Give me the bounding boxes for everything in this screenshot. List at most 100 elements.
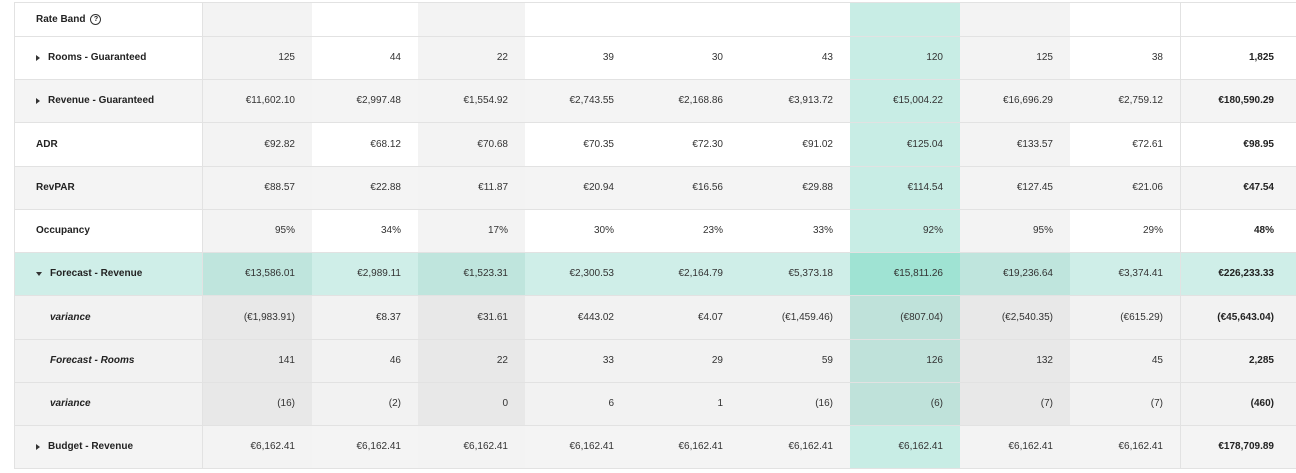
table-cell[interactable]: (16) xyxy=(202,382,312,425)
table-cell[interactable]: €70.35 xyxy=(525,122,631,166)
table-cell[interactable]: €29.88 xyxy=(740,166,850,209)
row-label[interactable]: Rooms - Guaranteed xyxy=(14,36,202,79)
table-cell[interactable]: 125 xyxy=(202,36,312,79)
table-cell[interactable]: €92.82 xyxy=(202,122,312,166)
table-cell[interactable]: 33% xyxy=(740,209,850,252)
caret-down-icon[interactable] xyxy=(36,271,42,276)
table-cell[interactable]: €6,162.41 xyxy=(850,425,960,468)
table-cell[interactable]: €72.61 xyxy=(1070,122,1180,166)
table-cell[interactable]: 39 xyxy=(525,36,631,79)
table-cell[interactable]: 22 xyxy=(418,339,525,382)
table-cell[interactable]: 120 xyxy=(850,36,960,79)
question-circle-icon[interactable]: ? xyxy=(90,13,102,25)
table-cell[interactable]: (6) xyxy=(850,382,960,425)
table-cell[interactable]: €11,602.10 xyxy=(202,79,312,122)
table-cell[interactable]: (7) xyxy=(1070,382,1180,425)
table-cell[interactable]: €443.02 xyxy=(525,295,631,339)
table-cell[interactable]: €8.37 xyxy=(312,295,418,339)
table-cell[interactable]: €6,162.41 xyxy=(525,425,631,468)
table-cell[interactable]: €6,162.41 xyxy=(202,425,312,468)
table-cell[interactable]: (€615.29) xyxy=(1070,295,1180,339)
table-cell[interactable]: €13,586.01 xyxy=(202,252,312,295)
table-cell[interactable]: €70.68 xyxy=(418,122,525,166)
table-cell[interactable]: 6 xyxy=(525,382,631,425)
table-cell[interactable]: 1 xyxy=(631,382,740,425)
table-cell[interactable]: €1,523.31 xyxy=(418,252,525,295)
table-cell[interactable]: €3,913.72 xyxy=(740,79,850,122)
row-label: RevPAR xyxy=(14,166,202,209)
table-cell[interactable]: €6,162.41 xyxy=(1070,425,1180,468)
table-cell[interactable]: 95% xyxy=(960,209,1070,252)
table-cell[interactable]: €3,374.41 xyxy=(1070,252,1180,295)
table-cell[interactable]: 95% xyxy=(202,209,312,252)
table-cell[interactable]: €2,168.86 xyxy=(631,79,740,122)
table-cell[interactable]: €2,759.12 xyxy=(1070,79,1180,122)
table-cell[interactable]: €2,989.11 xyxy=(312,252,418,295)
table-cell[interactable]: €15,004.22 xyxy=(850,79,960,122)
table-cell[interactable]: (€1,983.91) xyxy=(202,295,312,339)
table-cell[interactable]: 126 xyxy=(850,339,960,382)
table-cell[interactable]: €16,696.29 xyxy=(960,79,1070,122)
caret-right-icon[interactable] xyxy=(36,443,40,450)
row-label[interactable]: Revenue - Guaranteed xyxy=(14,79,202,122)
table-cell[interactable]: €127.45 xyxy=(960,166,1070,209)
table-cell[interactable]: €21.06 xyxy=(1070,166,1180,209)
table-cell[interactable]: €68.12 xyxy=(312,122,418,166)
table-cell[interactable]: €11.87 xyxy=(418,166,525,209)
table-cell[interactable]: 125 xyxy=(960,36,1070,79)
caret-right-icon[interactable] xyxy=(36,97,40,104)
table-cell[interactable]: (7) xyxy=(960,382,1070,425)
table-cell[interactable]: 0 xyxy=(418,382,525,425)
table-cell[interactable]: €4.07 xyxy=(631,295,740,339)
table-cell[interactable]: 38 xyxy=(1070,36,1180,79)
table-cell[interactable]: €31.61 xyxy=(418,295,525,339)
table-cell[interactable]: €19,236.64 xyxy=(960,252,1070,295)
table-cell[interactable]: €88.57 xyxy=(202,166,312,209)
table-cell[interactable]: 132 xyxy=(960,339,1070,382)
table-cell[interactable]: 30% xyxy=(525,209,631,252)
table-cell[interactable]: 43 xyxy=(740,36,850,79)
table-cell[interactable]: €2,743.55 xyxy=(525,79,631,122)
table-cell[interactable]: €6,162.41 xyxy=(312,425,418,468)
table-cell[interactable]: €15,811.26 xyxy=(850,252,960,295)
table-cell[interactable]: €22.88 xyxy=(312,166,418,209)
table-cell[interactable]: €72.30 xyxy=(631,122,740,166)
table-cell[interactable]: €2,164.79 xyxy=(631,252,740,295)
table-cell[interactable]: (2) xyxy=(312,382,418,425)
table-cell[interactable]: 17% xyxy=(418,209,525,252)
table-cell[interactable]: 29% xyxy=(1070,209,1180,252)
table-cell[interactable]: (€807.04) xyxy=(850,295,960,339)
table-cell[interactable]: €6,162.41 xyxy=(631,425,740,468)
table-cell[interactable]: €114.54 xyxy=(850,166,960,209)
table-cell[interactable]: €2,997.48 xyxy=(312,79,418,122)
table-cell[interactable]: (16) xyxy=(740,382,850,425)
table-cell[interactable]: 59 xyxy=(740,339,850,382)
table-cell[interactable]: 45 xyxy=(1070,339,1180,382)
table-cell[interactable]: 92% xyxy=(850,209,960,252)
table-cell[interactable]: €6,162.41 xyxy=(960,425,1070,468)
table-cell[interactable]: 46 xyxy=(312,339,418,382)
table-cell[interactable]: (€1,459.46) xyxy=(740,295,850,339)
table-cell[interactable]: €6,162.41 xyxy=(740,425,850,468)
table-cell[interactable]: (€2,540.35) xyxy=(960,295,1070,339)
table-cell[interactable]: 141 xyxy=(202,339,312,382)
table-cell[interactable]: €1,554.92 xyxy=(418,79,525,122)
table-cell[interactable]: 44 xyxy=(312,36,418,79)
table-cell[interactable]: €5,373.18 xyxy=(740,252,850,295)
caret-right-icon[interactable] xyxy=(36,54,40,61)
table-cell[interactable]: €16.56 xyxy=(631,166,740,209)
row-label[interactable]: Budget - Revenue xyxy=(14,425,202,468)
table-cell[interactable]: €133.57 xyxy=(960,122,1070,166)
table-cell[interactable]: 22 xyxy=(418,36,525,79)
table-cell[interactable]: €6,162.41 xyxy=(418,425,525,468)
table-cell[interactable]: €20.94 xyxy=(525,166,631,209)
table-cell[interactable]: 30 xyxy=(631,36,740,79)
table-cell[interactable]: 34% xyxy=(312,209,418,252)
table-cell[interactable]: €2,300.53 xyxy=(525,252,631,295)
table-cell[interactable]: €125.04 xyxy=(850,122,960,166)
row-label[interactable]: Forecast - Revenue xyxy=(14,252,202,295)
table-cell[interactable]: €91.02 xyxy=(740,122,850,166)
table-cell[interactable]: 33 xyxy=(525,339,631,382)
table-cell[interactable]: 29 xyxy=(631,339,740,382)
table-cell[interactable]: 23% xyxy=(631,209,740,252)
